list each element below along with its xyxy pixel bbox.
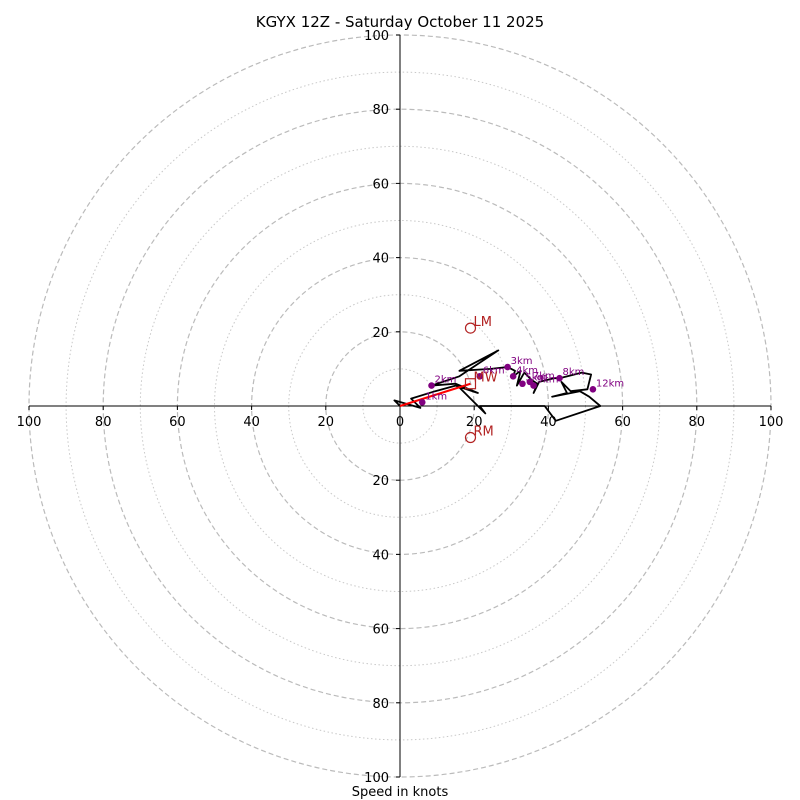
storm-label-LM: LM — [473, 315, 491, 330]
x-tick-label: 100 — [17, 415, 42, 430]
tick-labels: 100 80 60 40 20 0 20 40 60 80 100 20 20 40 40 60 60 80 80 1… — [17, 29, 784, 786]
y-tick-label: 40 — [372, 548, 389, 563]
x-tick-label: 20 — [466, 415, 483, 430]
y-tick-label: 60 — [372, 623, 389, 638]
y-tick-label: 80 — [372, 697, 389, 712]
storm-label-MW: MW — [473, 371, 497, 386]
height-label-3km: 3km — [511, 356, 533, 367]
storm-marker-MW — [464, 378, 477, 390]
height-marker-5km — [519, 380, 526, 388]
x-tick-label: 20 — [318, 415, 335, 430]
height-label-5km: 5km — [525, 373, 547, 384]
y-tick-label: 60 — [372, 177, 389, 192]
x-axis-label: Speed in knots — [352, 785, 449, 800]
y-tick-label: 20 — [372, 474, 389, 489]
chart-title: KGYX 12Z - Saturday October 11 2025 — [256, 13, 544, 31]
height-label-4km: 4km — [516, 365, 538, 376]
height-label-2km: 2km — [435, 375, 457, 386]
height-label-6km: 6km — [483, 365, 505, 376]
x-tick-label: 0 — [396, 415, 404, 430]
x-tick-label: 60 — [614, 415, 631, 430]
storm-marker-RM — [464, 431, 477, 444]
height-marker-3km — [504, 363, 511, 371]
height-marker-4km — [509, 373, 517, 380]
height-marker-9km — [530, 382, 537, 389]
x-tick-label: 40 — [243, 415, 260, 430]
y-tick-label: 80 — [372, 103, 389, 118]
y-tick-label: 40 — [372, 252, 389, 267]
height-marker-6km — [476, 373, 484, 380]
height-marker-12km — [589, 386, 597, 393]
x-tick-label: 60 — [169, 415, 186, 430]
height-label-9km: 9km — [537, 375, 559, 386]
height-label-8km: 8km — [563, 367, 585, 378]
height-label-7km: 7km — [533, 371, 555, 382]
height-marker-8km — [556, 374, 563, 382]
height-marker-1km — [418, 398, 426, 406]
shear-vector — [399, 382, 471, 407]
storm-marker-LM — [464, 322, 477, 334]
y-tick-label: 20 — [372, 326, 389, 341]
height-marker-2km — [428, 382, 435, 389]
height-label-1km: 1km — [425, 391, 447, 402]
y-tick-label: 100 — [364, 29, 389, 44]
x-tick-label: 80 — [689, 415, 706, 430]
x-tick-label: 80 — [95, 415, 112, 430]
x-tick-label: 40 — [540, 415, 557, 430]
y-tick-label: 100 — [364, 771, 389, 786]
x-tick-label: 100 — [759, 415, 784, 430]
storm-label-RM: RM — [473, 425, 493, 440]
shear-vector-group — [399, 382, 471, 407]
height-label-12km: 12km — [596, 378, 624, 389]
storm-motion-markers: LM RM MW — [464, 315, 498, 444]
